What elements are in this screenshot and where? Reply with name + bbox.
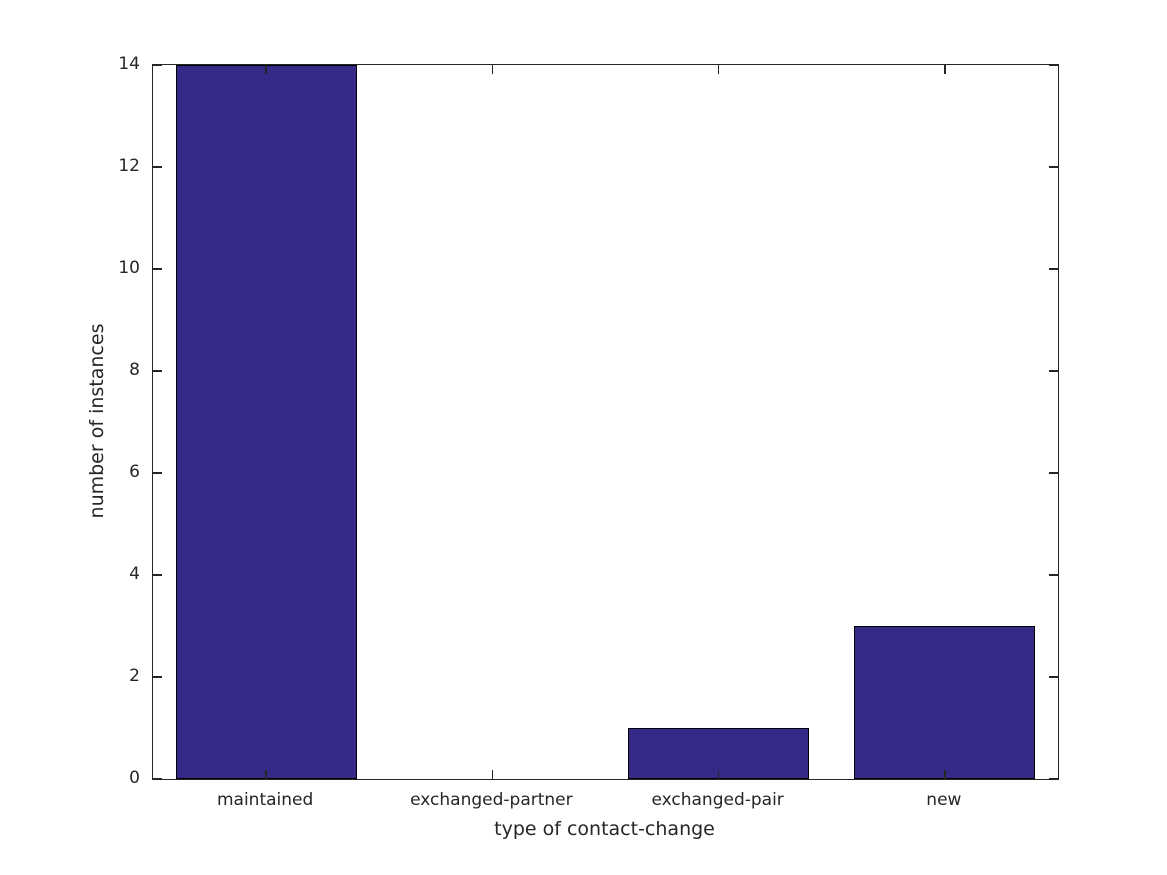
y-tick-mark <box>1049 472 1058 474</box>
plot-area <box>152 64 1059 780</box>
y-tick-label: 12 <box>118 156 140 176</box>
y-tick-mark <box>153 64 162 66</box>
y-tick-mark <box>1049 166 1058 168</box>
x-tick-mark <box>491 65 494 74</box>
y-tick-mark <box>1049 370 1058 372</box>
y-axis-label: number of instances <box>86 323 108 519</box>
y-tick-mark <box>1049 64 1058 66</box>
bar-new <box>854 626 1036 779</box>
y-tick-label: 4 <box>129 564 140 584</box>
x-tick-mark <box>944 770 946 779</box>
y-tick-mark <box>153 676 162 678</box>
y-tick-mark <box>153 472 162 474</box>
x-tick-mark <box>491 770 494 779</box>
x-axis-label: type of contact-change <box>494 818 715 840</box>
x-tick-mark <box>717 770 720 779</box>
y-tick-mark <box>1049 574 1058 576</box>
y-tick-mark <box>153 268 162 270</box>
y-tick-label: 6 <box>129 462 140 482</box>
x-tick-mark <box>265 770 267 779</box>
y-tick-mark <box>153 166 162 168</box>
x-tick-mark <box>717 65 720 74</box>
y-tick-label: 8 <box>129 360 140 380</box>
y-tick-label: 14 <box>118 54 140 74</box>
x-tick-mark <box>265 65 267 74</box>
y-tick-mark <box>153 370 162 372</box>
y-tick-label: 0 <box>129 768 140 788</box>
y-tick-mark <box>1049 778 1058 780</box>
x-tick-label: exchanged-pair <box>651 790 784 810</box>
y-tick-mark <box>1049 676 1058 678</box>
y-tick-mark <box>153 778 162 780</box>
x-tick-label: maintained <box>216 790 314 810</box>
y-tick-mark <box>1049 268 1058 270</box>
x-tick-label: new <box>926 790 962 810</box>
bar-maintained <box>175 65 357 779</box>
x-tick-mark <box>944 65 946 74</box>
y-tick-mark <box>153 574 162 576</box>
x-tick-label: exchanged-partner <box>410 790 573 810</box>
y-tick-label: 2 <box>129 666 140 686</box>
y-tick-label: 10 <box>118 258 140 278</box>
